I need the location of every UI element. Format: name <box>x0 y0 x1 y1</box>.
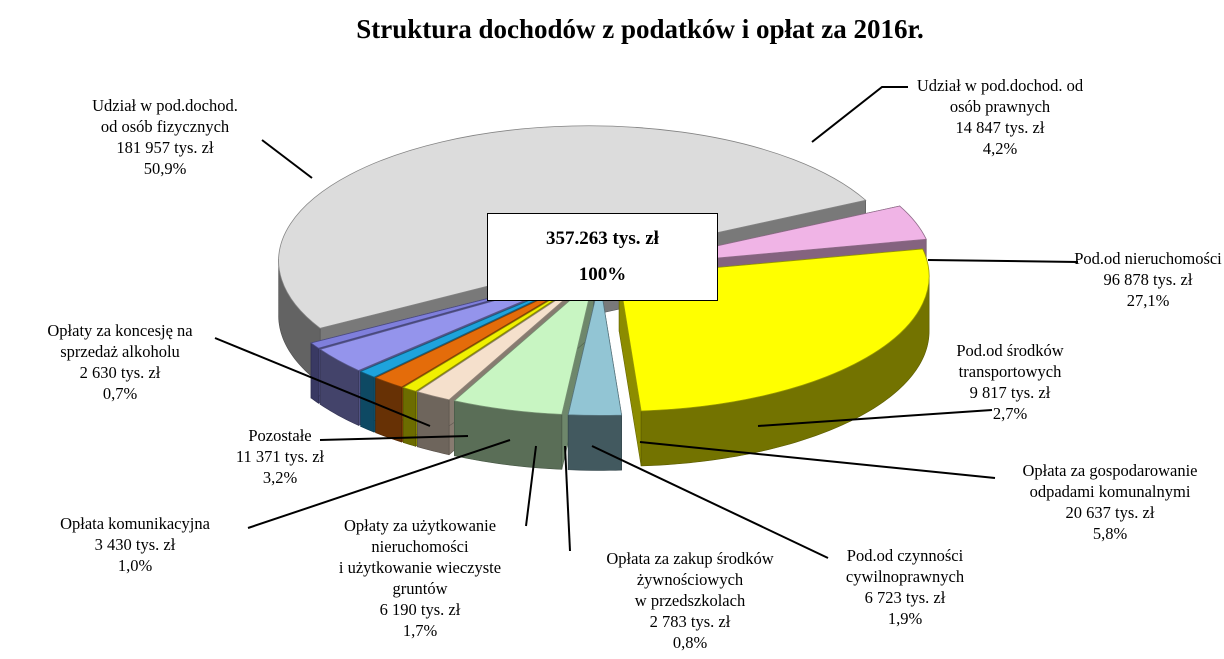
value-label: 181 957 tys. zł <box>116 138 214 157</box>
slice-label: Pozostałe 11 371 tys. zł 3,2% <box>130 425 430 488</box>
category-label: Pod.od nieruchomości <box>1074 249 1222 268</box>
leader-line <box>247 439 511 529</box>
slice-label: Pod.od środków transportowych 9 817 tys. … <box>860 340 1160 424</box>
slice-label: Udział w pod.dochod. od osób fizycznych 1… <box>15 95 315 179</box>
leader-line <box>214 337 431 427</box>
value-label: 2 783 tys. zł <box>649 612 731 631</box>
leader-line <box>525 445 537 527</box>
slice <box>567 280 623 416</box>
slice-label: Pod.od nieruchomości 96 878 tys. zł 27,1% <box>998 248 1224 311</box>
value-label: 3 430 tys. zł <box>94 535 176 554</box>
category-label: Opłata komunikacyjna <box>60 514 210 533</box>
total-box: 357.263 tys. zł 100% <box>487 213 718 301</box>
leader-line <box>564 445 571 552</box>
value-label: 2 630 tys. zł <box>79 363 161 382</box>
leader-line <box>927 259 1079 263</box>
value-label: 9 817 tys. zł <box>969 383 1051 402</box>
slice-label: Opłata komunikacyjna 3 430 tys. zł 1,0% <box>0 513 285 576</box>
category-label: Pozostałe <box>248 426 312 445</box>
category-label: Udział w pod.dochod. od osób prawnych <box>916 76 1084 116</box>
value-label: 14 847 tys. zł <box>955 118 1045 137</box>
percent-label: 27,1% <box>1126 291 1170 310</box>
category-label: Opłata za gospodarowanie odpadami komuna… <box>1022 461 1198 501</box>
leader-line <box>757 409 993 427</box>
leader-line <box>591 445 829 559</box>
percent-label: 0,7% <box>102 384 138 403</box>
slice-label: Udział w pod.dochod. od osób prawnych 14 … <box>850 75 1150 159</box>
slice <box>453 278 594 415</box>
percent-label: 2,7% <box>992 404 1028 423</box>
category-label: Opłaty za użytkowanie nieruchomości i uż… <box>338 516 502 598</box>
slice <box>416 278 589 401</box>
value-label: 20 637 tys. zł <box>1065 503 1155 522</box>
slice-group <box>453 278 594 470</box>
slice-wall <box>567 414 622 471</box>
leader-line <box>639 441 996 479</box>
category-label: Pod.od środków transportowych <box>956 341 1064 381</box>
percent-label: 5,8% <box>1092 524 1128 543</box>
slice-group <box>567 280 623 471</box>
slice <box>402 278 587 392</box>
percent-label: 4,2% <box>982 139 1018 158</box>
value-label: 11 371 tys. zł <box>235 447 325 466</box>
percent-label: 1,0% <box>117 556 153 575</box>
percent-label: 0,8% <box>672 633 708 652</box>
percent-label: 3,2% <box>262 468 298 487</box>
total-value: 357.263 tys. zł <box>546 228 659 249</box>
leader-line <box>319 435 469 441</box>
leader-line <box>811 86 908 143</box>
value-label: 6 723 tys. zł <box>864 588 946 607</box>
leader-line <box>261 139 313 179</box>
category-label: Pod.od czynności cywilnoprawnych <box>845 546 965 586</box>
percent-label: 50,9% <box>143 159 187 178</box>
percent-label: 1,7% <box>402 621 438 640</box>
slice <box>374 277 585 388</box>
slice-label: Pod.od czynności cywilnoprawnych 6 723 ty… <box>755 545 1055 629</box>
slice <box>359 277 584 378</box>
total-percent: 100% <box>578 264 627 285</box>
slice-label: Opłaty za koncesję na sprzedaż alkoholu 2… <box>0 320 270 404</box>
value-label: 96 878 tys. zł <box>1103 270 1193 289</box>
slice-label: Opłata za zakup środków żywnościowych w … <box>540 548 840 653</box>
percent-label: 1,9% <box>887 609 923 628</box>
category-label: Opłaty za koncesję na sprzedaż alkoholu <box>47 321 193 361</box>
category-label: Opłata za zakup środków żywnościowych w … <box>606 549 774 610</box>
chart-title: Struktura dochodów z podatków i opłat za… <box>356 14 924 44</box>
slice-label: Opłata za gospodarowanie odpadami komuna… <box>960 460 1224 544</box>
slice-wall <box>310 342 319 404</box>
value-label: 6 190 tys. zł <box>379 600 461 619</box>
slice-label: Opłaty za użytkowanie nieruchomości i uż… <box>270 515 570 641</box>
category-label: Udział w pod.dochod. od osób fizycznych <box>92 96 238 136</box>
